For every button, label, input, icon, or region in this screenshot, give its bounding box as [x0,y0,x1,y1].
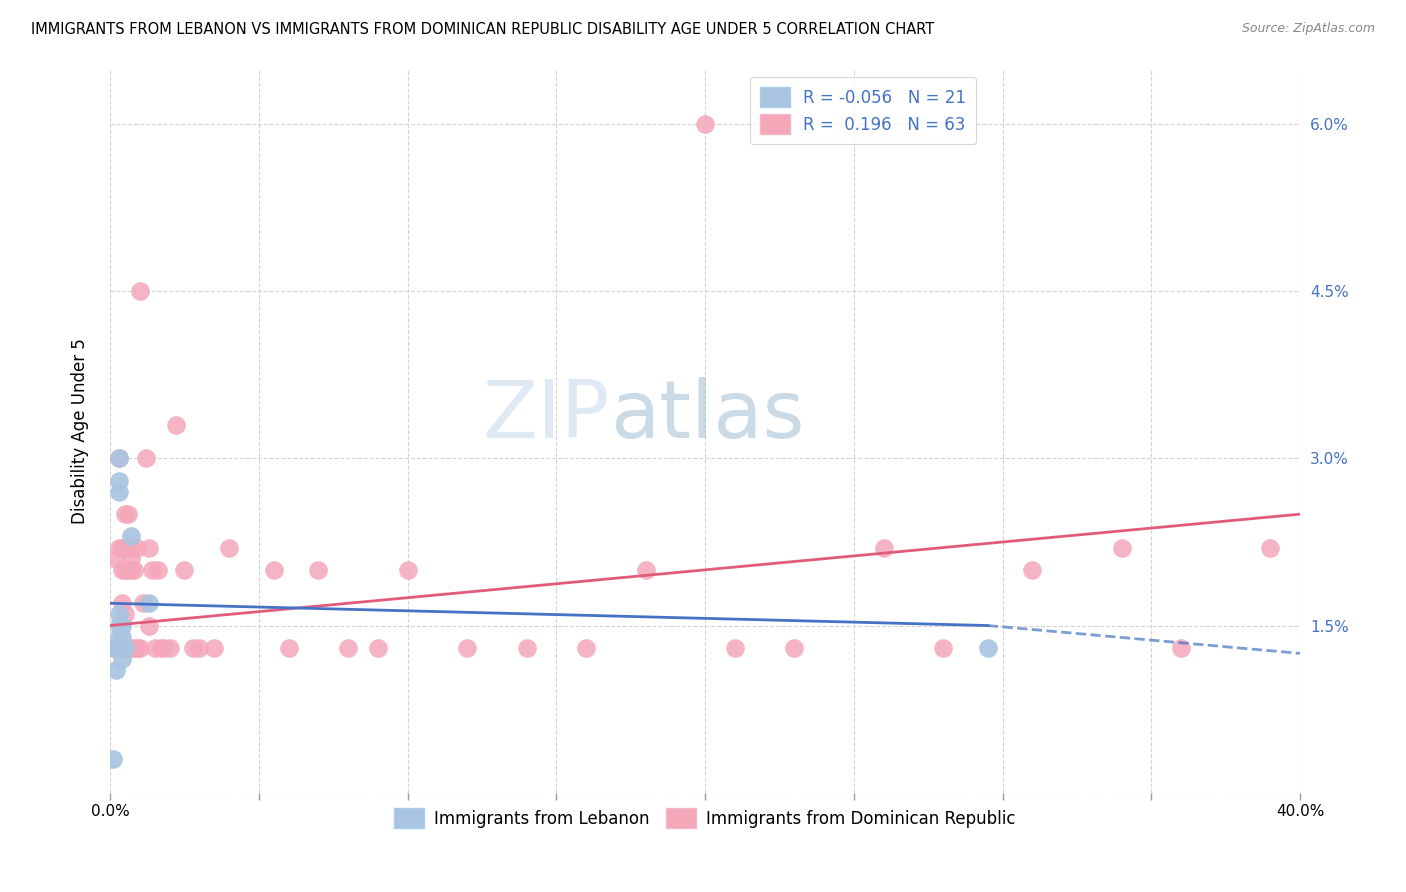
Point [1021,563,1043,577]
Point [138,618,160,632]
Point [396,563,419,577]
Point [516,640,538,655]
Point [367,640,389,655]
Point [183,640,205,655]
Point [117,563,139,577]
Point [146,563,169,577]
Point [111,640,134,655]
Point [114,640,136,655]
Point [263,563,285,577]
Point [1111,541,1133,555]
Point [117,640,139,655]
Point [111,630,134,644]
Point [872,541,894,555]
Point [111,618,134,632]
Point [159,640,181,655]
Point [108,618,131,632]
Point [277,640,299,655]
Point [111,596,134,610]
Point [120,551,142,566]
Point [114,640,136,655]
Point [125,640,148,655]
Text: ZIP: ZIP [482,377,610,455]
Point [108,640,131,655]
Point [977,640,1000,655]
Point [932,640,955,655]
Point [783,640,806,655]
Point [108,607,131,622]
Point [114,607,136,622]
Point [117,541,139,555]
Point [575,640,598,655]
Point [695,117,717,131]
Point [108,451,131,466]
Point [141,563,163,577]
Point [125,541,148,555]
Point [634,563,657,577]
Point [120,529,142,543]
Point [108,451,131,466]
Point [143,640,166,655]
Point [101,640,124,655]
Point [108,640,131,655]
Point [111,640,134,655]
Point [105,551,128,566]
Point [173,563,195,577]
Point [111,541,134,555]
Point [149,640,172,655]
Point [135,451,157,466]
Point [138,596,160,610]
Point [188,640,211,655]
Point [105,640,128,655]
Text: IMMIGRANTS FROM LEBANON VS IMMIGRANTS FROM DOMINICAN REPUBLIC DISABILITY AGE UND: IMMIGRANTS FROM LEBANON VS IMMIGRANTS FR… [31,22,934,37]
Point [122,640,145,655]
Point [218,541,240,555]
Point [128,640,150,655]
Point [111,652,134,666]
Point [111,640,134,655]
Point [101,752,124,766]
Text: atlas: atlas [610,377,804,455]
Point [111,563,134,577]
Point [108,474,131,488]
Point [1260,541,1282,555]
Point [105,640,128,655]
Point [108,484,131,499]
Y-axis label: Disability Age Under 5: Disability Age Under 5 [72,338,89,524]
Point [120,541,142,555]
Point [152,640,174,655]
Point [202,640,225,655]
Point [724,640,747,655]
Point [337,640,360,655]
Point [105,663,128,677]
Point [456,640,478,655]
Point [108,541,131,555]
Point [120,640,142,655]
Point [307,563,329,577]
Point [111,640,134,655]
Point [120,563,142,577]
Point [138,541,160,555]
Point [132,596,155,610]
Point [105,640,128,655]
Text: Source: ZipAtlas.com: Source: ZipAtlas.com [1241,22,1375,36]
Point [1170,640,1192,655]
Point [108,630,131,644]
Legend: Immigrants from Lebanon, Immigrants from Dominican Republic: Immigrants from Lebanon, Immigrants from… [388,801,1022,835]
Point [122,563,145,577]
Point [114,563,136,577]
Point [165,417,187,432]
Point [117,507,139,521]
Point [128,285,150,299]
Point [114,507,136,521]
